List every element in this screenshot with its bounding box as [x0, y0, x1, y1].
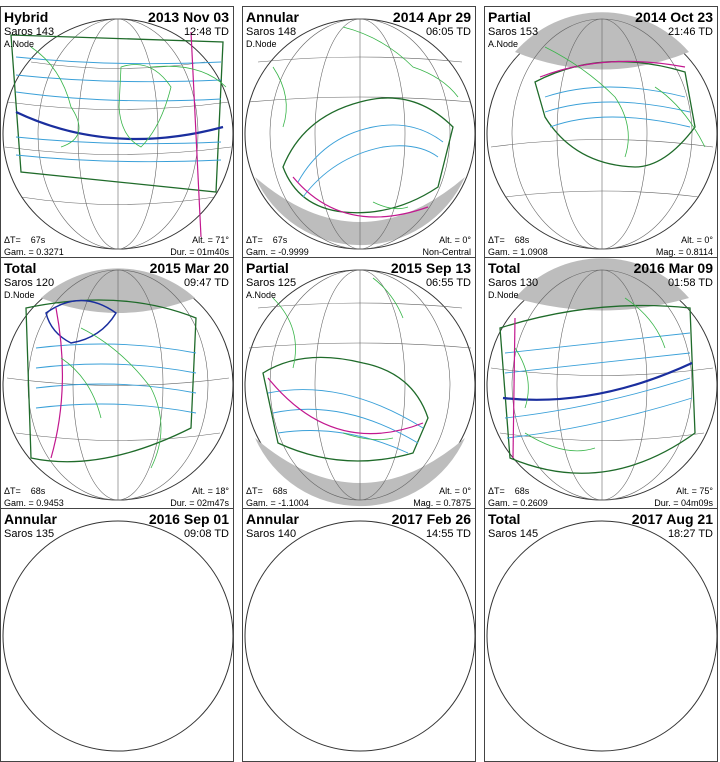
eclipse-panel-2013-nov-03: Hybrid 2013 Nov 03 Saros 143 12:48 TD A.…	[0, 6, 234, 260]
eclipse-time: 21:46 TD	[667, 26, 713, 38]
globe-map	[244, 18, 475, 250]
globe-map	[2, 520, 233, 752]
delta-t: ΔT= 68s	[488, 235, 529, 245]
altitude-value: Alt. = 71°	[192, 235, 229, 245]
eclipse-panel-2016-sep-01: Annular 2016 Sep 01 Saros 135 09:08 TD	[0, 508, 234, 762]
node-label: D.Node	[4, 290, 35, 300]
eclipse-type: Total	[4, 260, 37, 276]
saros-number: Saros 140	[246, 528, 297, 540]
eclipse-time: 12:48 TD	[183, 26, 229, 38]
eclipse-type: Partial	[246, 260, 289, 276]
delta-t-value: 68s	[514, 486, 530, 496]
node-label: D.Node	[488, 290, 519, 300]
eclipse-date: 2017 Aug 21	[631, 511, 713, 527]
globe-map	[2, 18, 233, 250]
eclipse-panel-2017-feb-26: Annular 2017 Feb 26 Saros 140 14:55 TD	[242, 508, 476, 762]
delta-t: ΔT= 68s	[246, 486, 287, 496]
eclipse-date: 2017 Feb 26	[391, 511, 471, 527]
gamma-value: Gam. = -1.1004	[246, 498, 309, 508]
gamma-value: Gam. = 1.0908	[488, 247, 548, 257]
eclipse-date: 2013 Nov 03	[148, 9, 229, 25]
altitude-value: Alt. = 0°	[439, 486, 471, 496]
eclipse-type: Annular	[4, 511, 57, 527]
eclipse-time: 18:27 TD	[667, 528, 713, 540]
altitude-value: Alt. = 0°	[681, 235, 713, 245]
saros-number: Saros 120	[4, 277, 55, 289]
node-label: A.Node	[488, 39, 519, 49]
duration-value: Dur. = 02m47s	[170, 498, 229, 508]
node-label: A.Node	[246, 290, 277, 300]
central-status: Non-Central	[422, 247, 471, 257]
eclipse-date: 2016 Mar 09	[633, 260, 713, 276]
delta-t: ΔT= 67s	[4, 235, 45, 245]
saros-number: Saros 148	[246, 26, 297, 38]
magnitude-value: Mag. = 0.8114	[655, 247, 713, 257]
altitude-value: Alt. = 0°	[439, 235, 471, 245]
globe-map	[2, 268, 233, 501]
gamma-value: Gam. = 0.3271	[4, 247, 64, 257]
duration-value: Dur. = 01m40s	[170, 247, 229, 257]
saros-number: Saros 130	[488, 277, 539, 289]
eclipse-date: 2016 Sep 01	[148, 511, 229, 527]
eclipse-time: 09:47 TD	[183, 277, 229, 289]
globe-map	[244, 520, 475, 752]
eclipse-date: 2015 Mar 20	[149, 260, 229, 276]
delta-t: ΔT= 68s	[4, 486, 45, 496]
delta-t-value: 68s	[30, 486, 46, 496]
eclipse-type: Annular	[246, 9, 299, 25]
eclipse-type: Total	[488, 511, 521, 527]
eclipse-type: Total	[488, 260, 521, 276]
delta-t: ΔT= 67s	[246, 235, 287, 245]
eclipse-panel-2014-oct-23: Partial 2014 Oct 23 Saros 153 21:46 TD A…	[484, 6, 718, 260]
gamma-value: Gam. = 0.2609	[488, 498, 548, 508]
node-label: D.Node	[246, 39, 277, 49]
delta-t-label: ΔT=	[246, 235, 263, 245]
delta-t: ΔT= 68s	[488, 486, 529, 496]
delta-t-label: ΔT=	[488, 486, 505, 496]
delta-t-value: 67s	[272, 235, 288, 245]
saros-number: Saros 143	[4, 26, 55, 38]
delta-t-value: 68s	[514, 235, 530, 245]
eclipse-date: 2014 Apr 29	[392, 9, 471, 25]
gamma-value: Gam. = 0.9453	[4, 498, 64, 508]
eclipse-panel-2014-apr-29: Annular 2014 Apr 29 Saros 148 06:05 TD D…	[242, 6, 476, 260]
delta-t-label: ΔT=	[4, 486, 21, 496]
eclipse-type: Annular	[246, 511, 299, 527]
eclipse-time: 06:05 TD	[425, 26, 471, 38]
eclipse-type: Partial	[488, 9, 531, 25]
saros-number: Saros 145	[488, 528, 539, 540]
magnitude-value: Mag. = 0.7875	[413, 498, 471, 508]
eclipse-type: Hybrid	[4, 9, 49, 25]
globe-map	[486, 258, 717, 501]
delta-t-label: ΔT=	[246, 486, 263, 496]
delta-t-label: ΔT=	[488, 235, 505, 245]
eclipse-panel-2015-sep-13: Partial 2015 Sep 13 Saros 125 06:55 TD A…	[242, 257, 476, 511]
globe-map	[486, 12, 717, 250]
eclipse-time: 01:58 TD	[667, 277, 713, 289]
altitude-value: Alt. = 75°	[676, 486, 713, 496]
saros-number: Saros 135	[4, 528, 55, 540]
eclipse-time: 14:55 TD	[425, 528, 471, 540]
eclipse-panel-2016-mar-09: Total 2016 Mar 09 Saros 130 01:58 TD D.N…	[484, 257, 718, 511]
delta-t-label: ΔT=	[4, 235, 21, 245]
globe-map	[486, 520, 717, 752]
delta-t-value: 67s	[30, 235, 46, 245]
gamma-value: Gam. = -0.9999	[246, 247, 309, 257]
duration-value: Dur. = 04m09s	[654, 498, 713, 508]
eclipse-time: 09:08 TD	[183, 528, 229, 540]
eclipse-date: 2014 Oct 23	[635, 9, 713, 25]
delta-t-value: 68s	[272, 486, 288, 496]
saros-number: Saros 125	[246, 277, 297, 289]
altitude-value: Alt. = 18°	[192, 486, 229, 496]
eclipse-panel-2015-mar-20: Total 2015 Mar 20 Saros 120 09:47 TD D.N…	[0, 257, 234, 511]
eclipse-panel-2017-aug-21: Total 2017 Aug 21 Saros 145 18:27 TD	[484, 508, 718, 762]
eclipse-date: 2015 Sep 13	[390, 260, 471, 276]
node-label: A.Node	[4, 39, 35, 49]
eclipse-time: 06:55 TD	[425, 277, 471, 289]
saros-number: Saros 153	[488, 26, 539, 38]
globe-map	[244, 269, 475, 507]
